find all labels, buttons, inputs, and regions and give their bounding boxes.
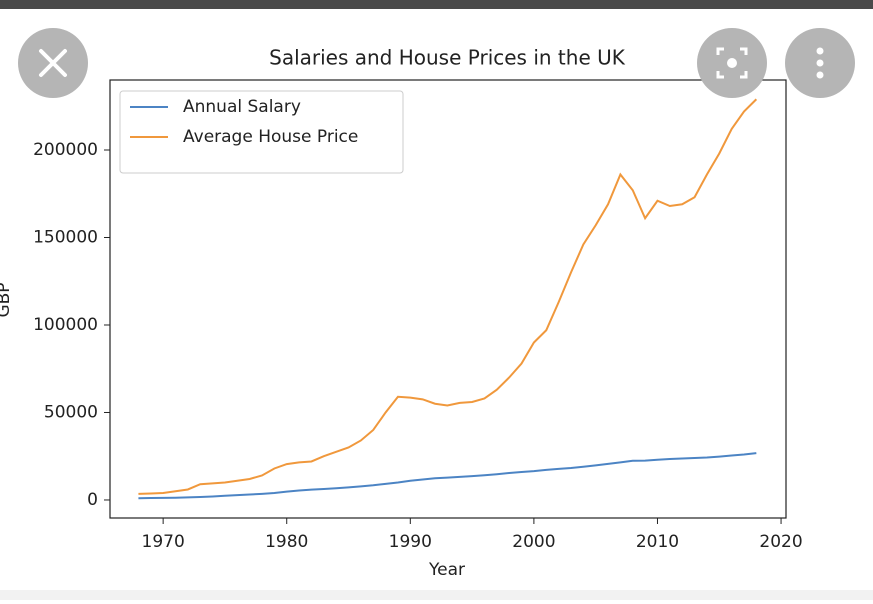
lens-button[interactable] [697,28,767,98]
y-tick-label: 150000 [33,227,98,247]
more-dot [816,47,824,55]
x-tick-label: 1970 [142,532,185,552]
y-tick-label: 0 [87,490,98,510]
x-tick-label: 1980 [265,532,308,552]
x-axis-label: Year [428,560,465,580]
legend-label: Average House Price [183,127,358,147]
bottom-strip [0,590,873,600]
y-tick-label: 100000 [33,315,98,335]
more-dot [816,59,824,67]
chart-title: Salaries and House Prices in the UK [269,46,626,70]
close-button[interactable] [18,28,88,98]
line-series [138,452,757,500]
legend-label: Annual Salary [183,97,301,117]
lens-icon [716,47,748,79]
more-button[interactable] [785,28,855,98]
y-tick-label: 200000 [33,140,98,160]
plot-frame [109,79,787,519]
lens-dot [727,58,737,68]
legend-box [119,90,404,174]
close-icon [39,49,67,77]
line-series [138,98,758,495]
more-dot [816,71,824,79]
x-tick-label: 2020 [759,532,802,552]
chart: 1970 1980 1990 2000 2010 2020 0 50000 100000 1500… [33,90,803,552]
y-tick-label: 50000 [44,402,98,422]
x-tick-label: 1990 [389,532,432,552]
x-tick-label: 2010 [636,532,679,552]
x-tick-label: 2000 [512,532,555,552]
y-axis-label: GBP [0,282,14,317]
top-bar [0,0,873,9]
